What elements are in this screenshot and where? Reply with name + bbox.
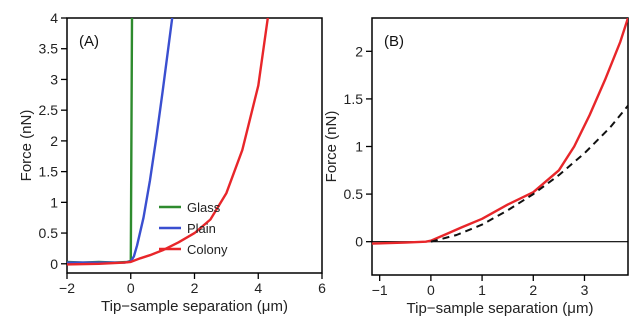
y-tick-label: 0.5: [344, 186, 364, 202]
y-axis-title: Force (nN): [18, 110, 35, 182]
x-tick-label: −1: [372, 282, 388, 298]
x-tick-label: 6: [318, 280, 326, 296]
y-tick-label: 0: [50, 256, 58, 272]
y-tick-label: 3: [50, 71, 58, 87]
legend-label: Plain: [187, 221, 216, 236]
series-line-glass: [67, 18, 134, 264]
x-tick-label: 0: [127, 280, 135, 296]
plot-frame: [371, 17, 629, 276]
x-tick-label: 4: [254, 280, 262, 296]
y-tick-label: 2: [50, 133, 58, 149]
series-line-plain: [67, 18, 174, 264]
y-tick-label: 1: [50, 194, 58, 210]
y-tick-label: 4: [50, 10, 58, 26]
x-tick-label: 1: [478, 282, 486, 298]
panel-label: (B): [384, 33, 404, 50]
series-line-data: [372, 18, 628, 245]
y-tick-label: 0.5: [39, 225, 59, 241]
y-tick-label: 2.5: [39, 102, 59, 118]
x-tick-label: −2: [59, 280, 75, 296]
x-tick-label: 0: [427, 282, 435, 298]
panel-label: (A): [79, 33, 99, 50]
y-tick-label: 1: [355, 139, 363, 155]
y-tick-label: 0: [355, 234, 363, 250]
x-axis-title: Tip−sample separation (μm): [407, 300, 594, 317]
x-tick-label: 2: [529, 282, 537, 298]
panel-b-chart: −1 0 1 2 3 0 0.5 1 1.5 2 Tip−sample separation (μm…: [323, 17, 629, 317]
series-line-colony: [67, 18, 269, 266]
legend-label: Glass: [187, 200, 221, 215]
legend-label: Colony: [187, 242, 228, 257]
y-tick-label: 1.5: [344, 91, 364, 107]
x-tick-label: 3: [581, 282, 589, 298]
y-axis-title: Force (nN): [323, 111, 340, 183]
series-line-fit-dashed: [430, 104, 628, 243]
x-tick-label: 2: [191, 280, 199, 296]
y-tick-label: 3.5: [39, 41, 59, 57]
x-axis-title: Tip−sample separation (μm): [101, 298, 288, 315]
y-tick-label: 1.5: [39, 164, 59, 180]
y-tick-label: 2: [355, 43, 363, 59]
